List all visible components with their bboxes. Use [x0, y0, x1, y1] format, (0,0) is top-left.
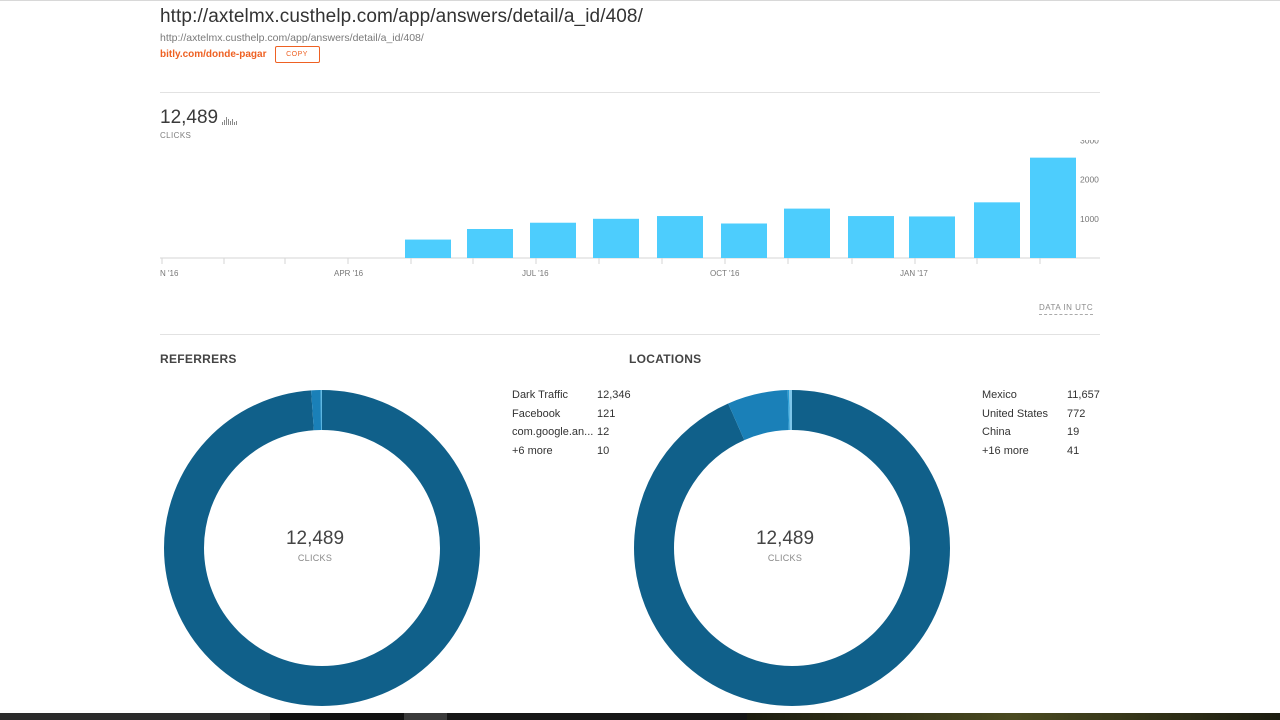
- bar-feb-17[interactable]: [974, 202, 1020, 258]
- referrer-count: 10: [597, 444, 610, 457]
- location-row[interactable]: China 19: [982, 423, 1100, 442]
- referrers-more-link[interactable]: +6 more 10: [512, 442, 631, 461]
- location-slice[interactable]: [634, 390, 950, 706]
- copy-button[interactable]: COPY: [274, 46, 320, 63]
- total-clicks: 12,489 CLICKS: [160, 107, 238, 140]
- clicks-bar-chart: 3000 2000 1000 N '16 APR '16 JUL '16 OCT '16 JA…: [160, 140, 1100, 278]
- data-in-utc-toggle[interactable]: DATA IN UTC: [1039, 303, 1094, 315]
- divider-middle: [160, 334, 1100, 335]
- y-tick-label: 2000: [1080, 175, 1099, 185]
- x-tick-label: JUL '16: [522, 269, 549, 278]
- location-name: China: [982, 426, 1011, 439]
- locations-title: LOCATIONS: [629, 352, 702, 366]
- divider-top: [160, 92, 1100, 93]
- link-header: http://axtelmx.custhelp.com/app/answers/…: [160, 6, 1100, 63]
- location-count: 41: [1067, 444, 1080, 457]
- referrer-count: 12,346: [597, 389, 631, 402]
- location-count: 11,657: [1067, 389, 1100, 402]
- location-count: 772: [1067, 407, 1086, 420]
- referrer-name: com.google.an...: [512, 426, 594, 439]
- y-tick-label: 3000: [1080, 140, 1099, 145]
- locations-total-value: 12,489: [755, 528, 815, 549]
- location-name: Mexico: [982, 389, 1017, 402]
- total-clicks-label: CLICKS: [160, 131, 192, 140]
- referrer-slice[interactable]: [164, 390, 480, 706]
- bar-jun-16[interactable]: [467, 228, 513, 258]
- locations-legend: Mexico 11,657 United States 772 China 19…: [982, 386, 1100, 460]
- referrer-row[interactable]: Dark Traffic 12,346: [512, 386, 631, 405]
- bar-dec-16[interactable]: [848, 216, 894, 258]
- x-tick-label: N '16: [160, 269, 179, 278]
- location-count: 19: [1067, 426, 1080, 439]
- referrer-name: Dark Traffic: [512, 389, 569, 402]
- short-url[interactable]: bitly.com/donde-pagar: [160, 49, 267, 60]
- referrer-count: 12: [597, 426, 610, 439]
- referrers-total-value: 12,489: [285, 528, 345, 549]
- location-row[interactable]: Mexico 11,657: [982, 386, 1100, 405]
- bar-mar-17[interactable]: [1030, 157, 1076, 258]
- referrer-name: +6 more: [512, 444, 553, 457]
- top-border: [0, 0, 1280, 1]
- referrers-donut-center: 12,489 CLICKS: [235, 528, 395, 563]
- locations-donut-center: 12,489 CLICKS: [705, 528, 865, 563]
- referrer-count: 121: [597, 407, 616, 420]
- long-url[interactable]: http://axtelmx.custhelp.com/app/answers/…: [160, 32, 424, 44]
- bar-chart-icon[interactable]: [222, 117, 238, 125]
- taskbar-strip: [0, 713, 1280, 720]
- x-tick-label: APR '16: [334, 269, 364, 278]
- short-link-row: bitly.com/donde-pagar COPY: [160, 46, 1100, 63]
- location-row[interactable]: United States 772: [982, 405, 1100, 424]
- location-name: United States: [982, 407, 1049, 420]
- locations-donut-chart: [634, 390, 950, 706]
- location-name: +16 more: [982, 444, 1029, 457]
- referrers-total-label: CLICKS: [297, 553, 333, 563]
- y-tick-label: 1000: [1080, 214, 1099, 224]
- referrers-title: REFERRERS: [160, 352, 237, 366]
- bar-oct-16[interactable]: [721, 223, 767, 258]
- referrer-row[interactable]: com.google.an... 12: [512, 423, 631, 442]
- bar-may-16[interactable]: [405, 239, 451, 258]
- bar-jul-16[interactable]: [530, 222, 576, 258]
- x-tick-label: OCT '16: [710, 269, 740, 278]
- link-title[interactable]: http://axtelmx.custhelp.com/app/answers/…: [160, 6, 643, 27]
- bar-aug-16[interactable]: [593, 218, 639, 258]
- locations-more-link[interactable]: +16 more 41: [982, 442, 1100, 461]
- bar-jan-17[interactable]: [909, 216, 955, 258]
- referrers-legend: Dark Traffic 12,346 Facebook 121 com.goo…: [512, 386, 631, 460]
- total-clicks-value: 12,489: [160, 107, 219, 128]
- referrers-donut-chart: [164, 390, 480, 706]
- x-tick-label: JAN '17: [900, 269, 928, 278]
- referrer-row[interactable]: Facebook 121: [512, 405, 631, 424]
- bar-sep-16[interactable]: [657, 216, 703, 258]
- bar-nov-16[interactable]: [784, 208, 830, 258]
- locations-total-label: CLICKS: [767, 553, 803, 563]
- referrer-name: Facebook: [512, 407, 561, 420]
